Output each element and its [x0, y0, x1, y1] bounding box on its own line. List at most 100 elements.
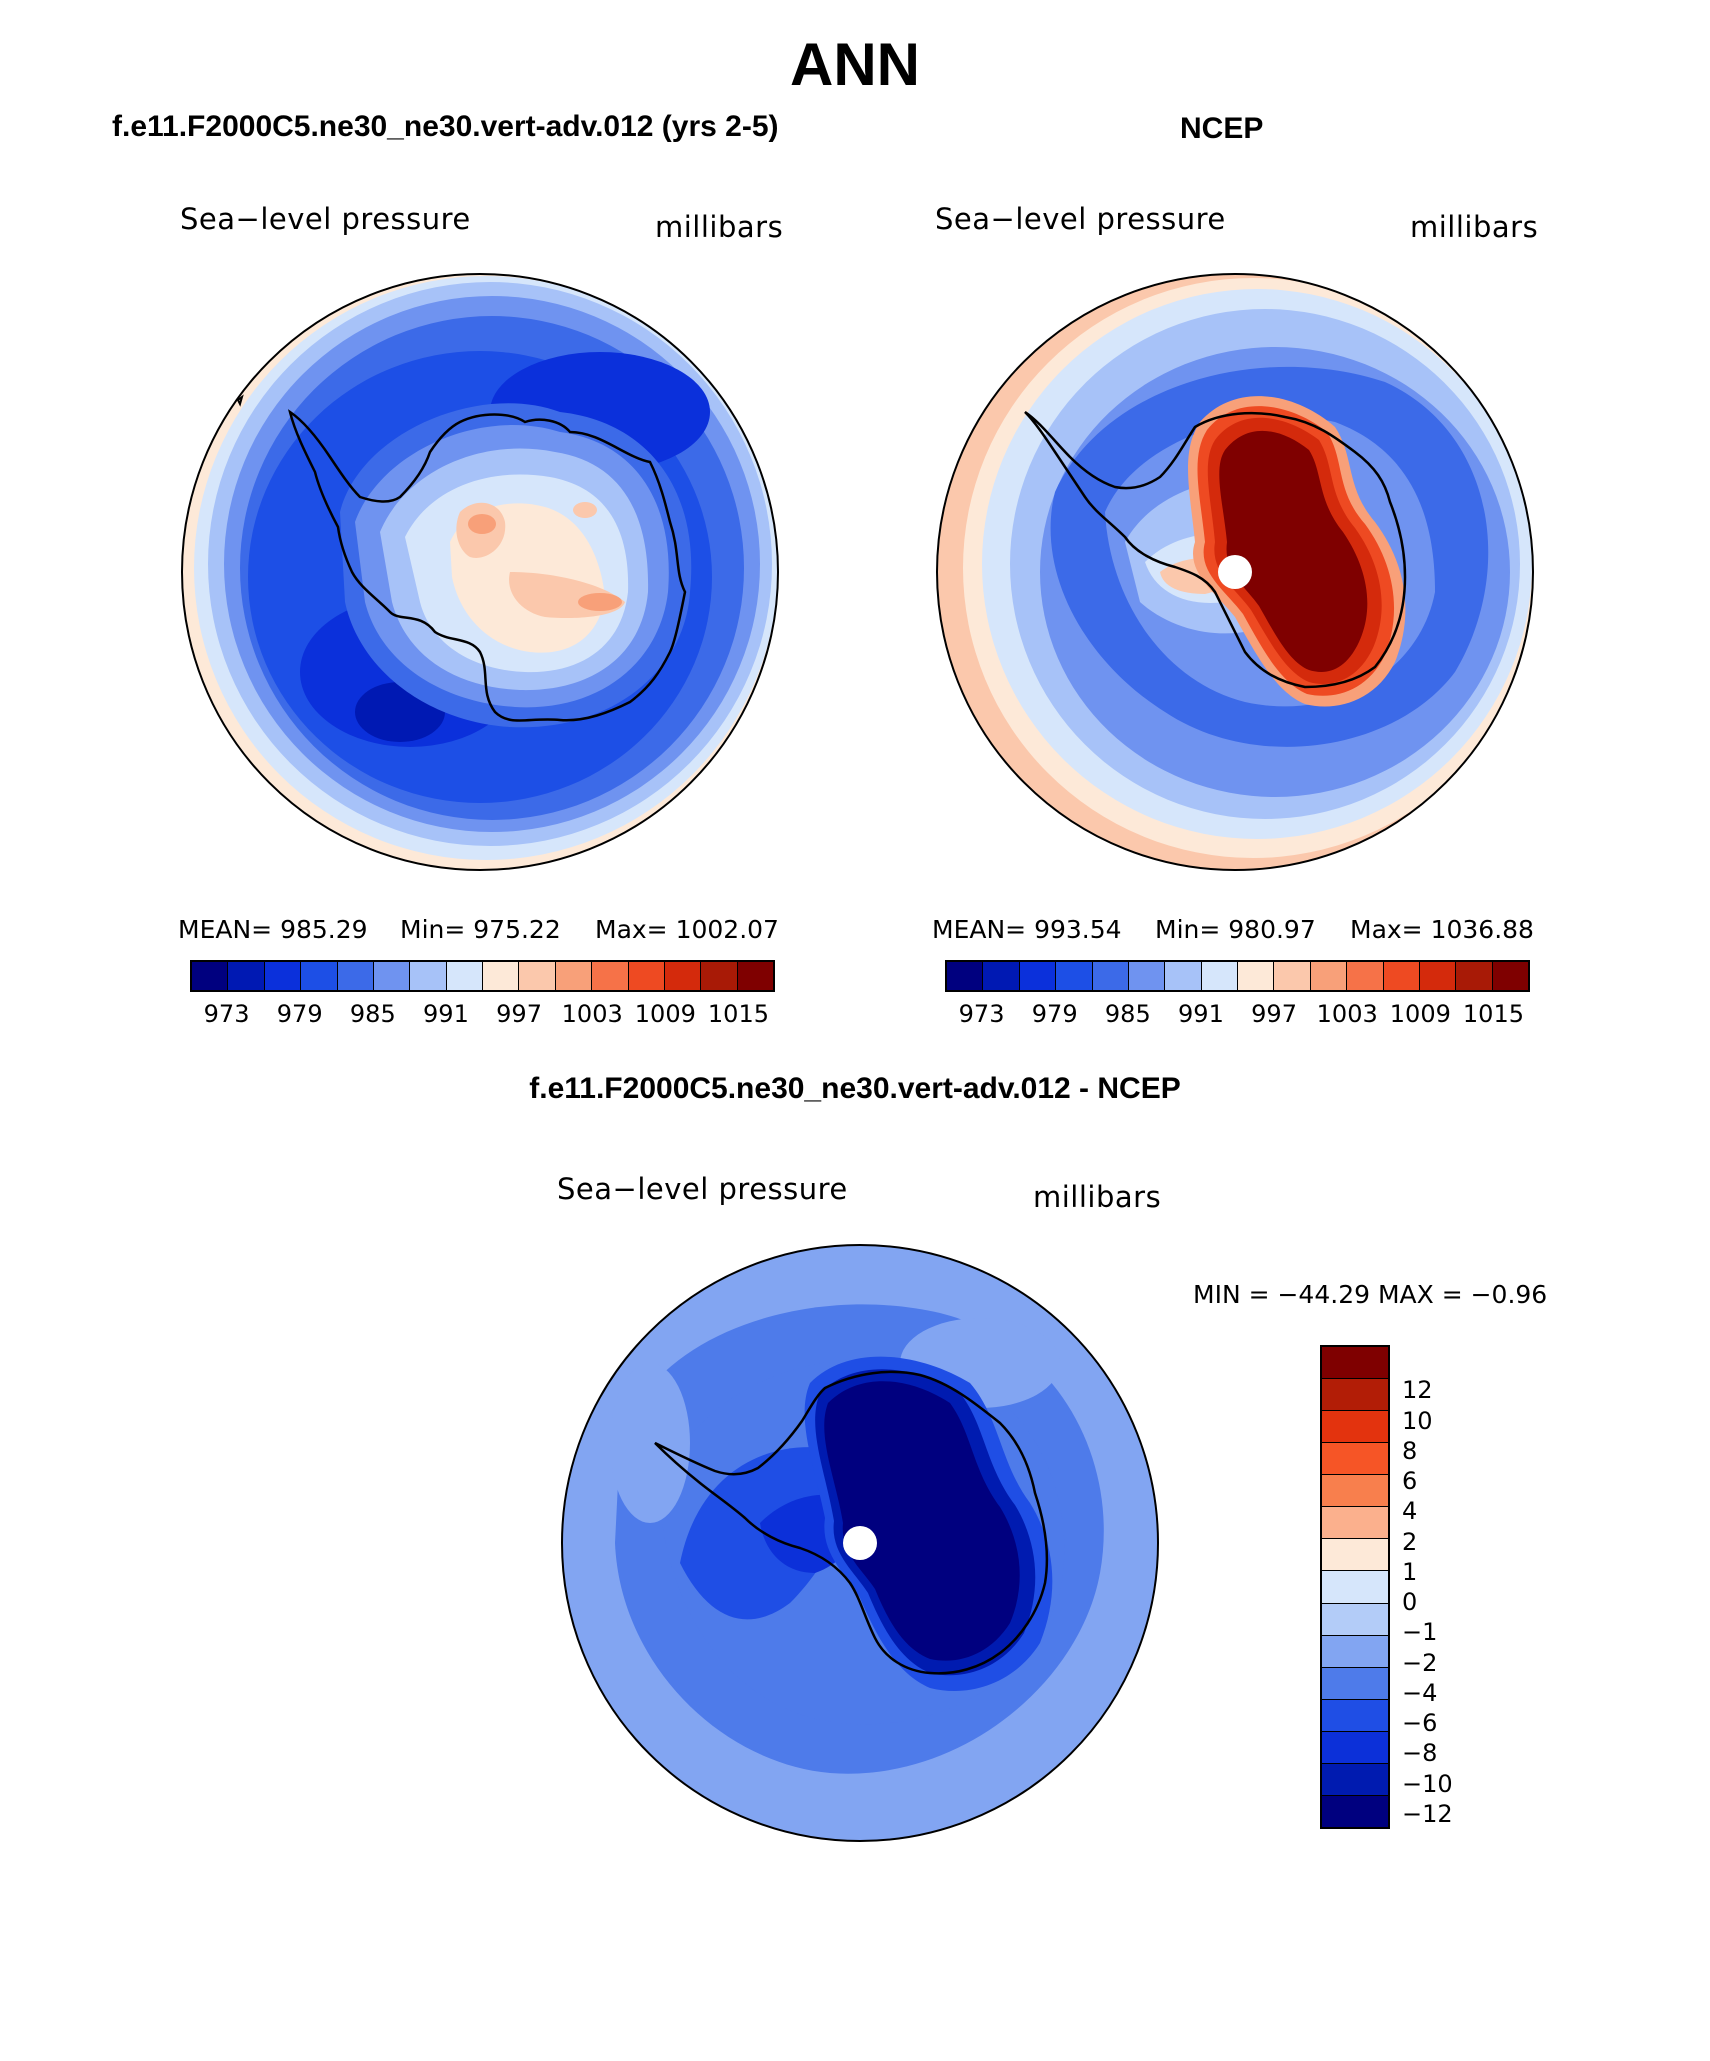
diff-colorbar-label: 0 — [1402, 1588, 1418, 1617]
obs-colorbar-swatch — [1383, 962, 1420, 990]
obs-colorbar-swatch — [1128, 962, 1166, 990]
diff-colorbar-swatch — [1322, 1763, 1388, 1796]
model-colorbar-label: 991 — [423, 1000, 469, 1028]
obs-colorbar-swatch — [1274, 962, 1311, 990]
diff-panel-title: f.e11.F2000C5.ne30_ne30.vert-adv.012 - N… — [529, 1072, 1181, 1105]
diff-colorbar-label: 12 — [1402, 1376, 1433, 1405]
page-title: ANN — [790, 31, 920, 98]
model-colorbar-swatch — [192, 962, 229, 990]
obs-min-stat: Min= 980.97 — [1155, 915, 1316, 944]
model-colorbar-swatch — [628, 962, 665, 990]
model-colorbar-swatch — [446, 962, 483, 990]
obs-colorbar-swatch — [1238, 962, 1275, 990]
model-colorbar-swatch — [228, 962, 265, 990]
model-colorbar-swatch — [737, 962, 773, 990]
obs-colorbar-label: 979 — [1031, 1000, 1078, 1028]
diff-colorbar-swatch — [1322, 1731, 1388, 1764]
obs-units-label: millibars — [1410, 210, 1539, 244]
diff-colorbar-label: −8 — [1402, 1739, 1438, 1768]
obs-max-stat: Max= 1036.88 — [1350, 915, 1534, 944]
diff-colorbar-label: −6 — [1402, 1709, 1438, 1738]
diff-colorbar-swatch — [1322, 1795, 1388, 1827]
model-colorbar — [190, 960, 775, 992]
diff-variable-label: Sea−level pressure — [557, 1172, 848, 1206]
diff-minmax-stat: MIN = −44.29 MAX = −0.96 — [1193, 1280, 1548, 1309]
diff-colorbar-label: 8 — [1402, 1436, 1418, 1465]
obs-colorbar-swatch — [1165, 962, 1202, 990]
obs-colorbar-swatch — [1201, 962, 1238, 990]
obs-colorbar-swatch — [1092, 962, 1129, 990]
model-colorbar-swatch — [519, 962, 556, 990]
obs-variable-label: Sea−level pressure — [935, 202, 1226, 236]
obs-colorbar-swatch — [1347, 962, 1384, 990]
diff-colorbar-label: 2 — [1402, 1527, 1418, 1556]
model-colorbar-swatch — [592, 962, 629, 990]
model-units-label: millibars — [655, 210, 784, 244]
obs-colorbar-label: 991 — [1178, 1000, 1224, 1028]
diff-colorbar-swatch — [1322, 1667, 1388, 1700]
model-variable-label: Sea−level pressure — [180, 202, 471, 236]
obs-colorbar-swatch — [983, 962, 1020, 990]
obs-colorbar-swatch — [1056, 962, 1093, 990]
obs-colorbar — [945, 960, 1530, 992]
model-colorbar-swatch — [664, 962, 702, 990]
diff-colorbar-label: 6 — [1402, 1467, 1418, 1496]
diff-colorbar-swatch — [1322, 1507, 1388, 1540]
obs-colorbar-label: 1009 — [1389, 1000, 1451, 1028]
model-colorbar-swatch — [555, 962, 593, 990]
model-max-stat: Max= 1002.07 — [595, 915, 779, 944]
model-colorbar-label: 973 — [203, 1000, 250, 1028]
model-colorbar-swatch — [337, 962, 374, 990]
obs-colorbar-label: 1003 — [1316, 1000, 1378, 1028]
model-colorbar-swatch — [701, 962, 738, 990]
diff-colorbar-label: −2 — [1402, 1648, 1438, 1677]
model-colorbar-label: 1003 — [561, 1000, 623, 1028]
model-panel-title: f.e11.F2000C5.ne30_ne30.vert-adv.012 (yr… — [112, 110, 779, 143]
diff-colorbar — [1320, 1345, 1390, 1829]
obs-panel-title: NCEP — [1180, 112, 1264, 145]
obs-colorbar-swatch — [947, 962, 984, 990]
obs-colorbar-label: 985 — [1104, 1000, 1151, 1028]
diff-colorbar-label: −4 — [1402, 1678, 1438, 1707]
model-slp-map — [181, 273, 779, 871]
diff-colorbar-swatch — [1322, 1411, 1388, 1444]
diff-colorbar-swatch — [1322, 1475, 1388, 1508]
obs-colorbar-label: 973 — [958, 1000, 1005, 1028]
diff-colorbar-swatch — [1322, 1603, 1388, 1636]
model-colorbar-label: 1015 — [707, 1000, 769, 1028]
diff-colorbar-swatch — [1322, 1571, 1388, 1604]
model-colorbar-label: 997 — [496, 1000, 542, 1028]
obs-slp-map — [936, 273, 1534, 871]
model-colorbar-swatch — [264, 962, 302, 990]
diff-colorbar-label: −12 — [1402, 1799, 1453, 1828]
diff-colorbar-label: 10 — [1402, 1406, 1433, 1435]
model-colorbar-label: 979 — [276, 1000, 323, 1028]
diff-colorbar-label: −10 — [1402, 1769, 1453, 1798]
diff-colorbar-label: 4 — [1402, 1497, 1418, 1526]
diff-colorbar-swatch — [1322, 1443, 1388, 1476]
model-colorbar-swatch — [301, 962, 338, 990]
model-mean-stat: MEAN= 985.29 — [178, 915, 368, 944]
diff-colorbar-label: 1 — [1402, 1557, 1418, 1586]
obs-colorbar-swatch — [1492, 962, 1528, 990]
obs-colorbar-swatch — [1456, 962, 1493, 990]
diff-colorbar-swatch — [1322, 1347, 1388, 1380]
diff-slp-map — [561, 1244, 1159, 1842]
obs-colorbar-label: 1015 — [1462, 1000, 1524, 1028]
obs-colorbar-swatch — [1019, 962, 1057, 990]
diff-units-label: millibars — [1033, 1180, 1162, 1214]
diff-colorbar-swatch — [1322, 1539, 1388, 1572]
obs-colorbar-swatch — [1310, 962, 1348, 990]
model-colorbar-label: 1009 — [634, 1000, 696, 1028]
model-colorbar-swatch — [483, 962, 520, 990]
obs-mean-stat: MEAN= 993.54 — [932, 915, 1122, 944]
diff-colorbar-swatch — [1322, 1635, 1388, 1668]
model-colorbar-swatch — [373, 962, 411, 990]
obs-colorbar-swatch — [1419, 962, 1457, 990]
model-colorbar-label: 985 — [349, 1000, 396, 1028]
model-min-stat: Min= 975.22 — [400, 915, 561, 944]
model-colorbar-swatch — [410, 962, 447, 990]
diff-colorbar-swatch — [1322, 1699, 1388, 1732]
diff-colorbar-swatch — [1322, 1379, 1388, 1412]
obs-colorbar-label: 997 — [1251, 1000, 1297, 1028]
